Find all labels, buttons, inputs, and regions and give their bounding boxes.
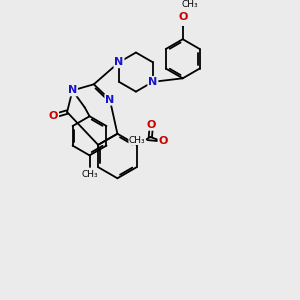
Text: N: N [105, 95, 115, 105]
Text: CH₃: CH₃ [81, 170, 98, 179]
Text: CH₃: CH₃ [129, 136, 146, 145]
Text: N: N [114, 57, 124, 67]
Text: CH₃: CH₃ [181, 0, 198, 9]
Text: O: O [147, 120, 156, 130]
Text: N: N [68, 85, 77, 95]
Text: O: O [179, 12, 188, 22]
Text: O: O [49, 111, 58, 121]
Text: O: O [158, 136, 168, 146]
Text: N: N [148, 77, 158, 87]
